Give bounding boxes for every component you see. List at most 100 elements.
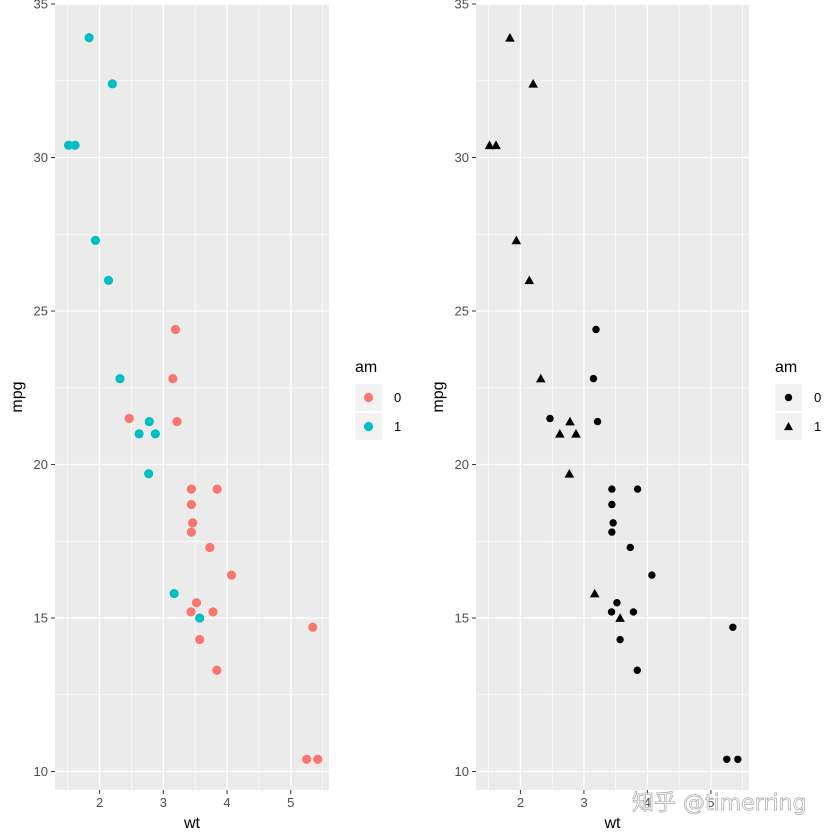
chart2-data-point-am-0 <box>729 623 737 631</box>
chart2-data-point-am-1 <box>528 79 538 88</box>
chart2-x-tick-label: 3 <box>580 795 587 810</box>
chart1-x-tick-label: 2 <box>96 795 103 810</box>
chart2-data-point-am-0 <box>626 543 634 552</box>
chart2-data-point-am-0 <box>629 608 638 616</box>
chart2-data-point-am-1 <box>565 416 575 426</box>
chart1-data-point-am-0 <box>186 607 196 617</box>
chart1-data-point-am-0 <box>124 413 134 424</box>
chart1-data-point-am-0 <box>313 754 323 764</box>
chart2-x-axis-title: wt <box>604 815 622 832</box>
chart1-data-point-am-1 <box>195 613 205 623</box>
chart1-data-point-am-0 <box>170 324 181 335</box>
chart1-data-point-am-0 <box>212 484 222 494</box>
chart2-data-point-am-1 <box>555 429 565 438</box>
chart2-data-point-am-1 <box>491 140 501 150</box>
chart1-data-point-am-1 <box>115 373 125 384</box>
chart2-data-point-am-0 <box>608 485 616 493</box>
chart1-legend-key-am-1 <box>363 421 374 432</box>
chart2-data-point-am-0 <box>608 500 616 509</box>
chart1-data-point-am-0 <box>208 607 218 617</box>
chart2-data-point-am-0 <box>546 414 554 423</box>
watermark-text: 知乎 @timerring <box>632 791 806 816</box>
chart2-data-point-am-0 <box>589 374 598 383</box>
chart2-data-point-am-0 <box>633 666 641 674</box>
chart2-legend-label-am-1: 1 <box>814 419 821 434</box>
chart1-x-tick-label: 4 <box>223 795 230 810</box>
chart1-legend-title: am <box>355 359 377 376</box>
chart1-panel-background <box>55 4 329 790</box>
chart1-data-point-am-1 <box>90 235 101 246</box>
chart1-data-point-am-1 <box>150 429 160 439</box>
chart1-x-tick-label: 3 <box>160 795 167 810</box>
chart2-x-tick-label: 2 <box>517 795 524 810</box>
chart1-data-point-am-0 <box>205 542 215 553</box>
chart2-legend-label-am-0: 0 <box>814 390 821 405</box>
chart2-data-point-am-0 <box>723 755 731 763</box>
chart1-data-point-am-1 <box>169 588 179 599</box>
chart2-data-point-am-0 <box>592 325 600 334</box>
chart2-data-point-am-0 <box>616 635 624 644</box>
chart1-legend-key-am-0 <box>363 392 374 403</box>
chart1-data-point-am-0 <box>212 665 222 675</box>
chart2-data-point-am-1 <box>571 429 581 438</box>
chart2-data-point-am-1 <box>505 32 515 42</box>
chart1-data-point-am-0 <box>186 527 196 537</box>
chart1-data-point-am-0 <box>195 634 205 645</box>
chart1-data-point-am-0 <box>302 754 312 764</box>
chart1-data-point-am-0 <box>172 416 182 427</box>
chart1-y-tick-label: 20 <box>34 457 48 472</box>
chart2-y-tick-label: 35 <box>455 0 469 12</box>
chart1-data-point-am-0 <box>188 518 198 528</box>
chart1-data-point-am-1 <box>107 79 117 89</box>
chart2-data-point-am-0 <box>609 519 617 527</box>
chart1-y-tick-label: 35 <box>34 0 48 12</box>
chart1-data-point-am-1 <box>144 416 154 427</box>
chart1-data-point-am-0 <box>168 373 178 384</box>
chart2-data-point-am-1 <box>564 468 575 478</box>
chart1-data-point-am-1 <box>134 429 144 439</box>
chart2-y-tick-label: 20 <box>455 457 469 472</box>
chart2-x-tick-label: 4 <box>644 795 651 810</box>
chart1-data-point-am-0 <box>308 622 318 632</box>
chart1-data-point-am-1 <box>70 140 80 150</box>
chart2-data-point-am-0 <box>608 528 616 536</box>
chart1-y-tick-label: 25 <box>34 304 48 319</box>
chart1-data-point-am-1 <box>144 469 154 479</box>
chart1-data-point-am-0 <box>191 598 202 608</box>
chart2-data-point-am-0 <box>613 599 621 607</box>
chart2-y-tick-label: 15 <box>455 611 469 626</box>
chart2-panel-background <box>476 4 749 790</box>
chart1-y-axis-title: mpg <box>9 381 26 412</box>
chart2-x-tick-label: 5 <box>707 795 714 810</box>
chart2-data-point-am-1 <box>615 613 625 622</box>
chart1-data-point-am-0 <box>186 499 196 510</box>
chart2-data-point-am-0 <box>648 571 656 579</box>
chart2-data-point-am-0 <box>633 485 642 493</box>
chart2-data-point-am-1 <box>535 373 546 383</box>
chart2-y-tick-label: 10 <box>455 764 469 779</box>
chart1-y-tick-label: 30 <box>34 150 48 165</box>
chart2-data-point-am-0 <box>593 417 602 426</box>
chart2-legend-key-am-0 <box>784 393 793 402</box>
chart1-data-point-am-1 <box>63 140 74 150</box>
chart1-y-tick-label: 15 <box>34 611 48 626</box>
chart1-data-point-am-0 <box>226 570 237 580</box>
chart2-data-point-am-0 <box>607 608 616 616</box>
chart2-data-point-am-1 <box>511 235 522 245</box>
chart2-y-tick-label: 30 <box>455 150 469 165</box>
chart2-y-tick-label: 25 <box>455 304 469 319</box>
chart2-legend-key-am-1 <box>784 422 793 431</box>
chart2-data-point-am-1 <box>589 588 600 598</box>
chart2-data-point-am-0 <box>734 755 742 763</box>
chart1-x-tick-label: 5 <box>287 795 294 810</box>
chart1-legend-label-am-0: 0 <box>394 390 401 405</box>
chart2-legend-title: am <box>775 359 797 376</box>
chart1-y-tick-label: 10 <box>34 764 48 779</box>
chart1-legend-label-am-1: 1 <box>394 419 401 434</box>
chart1-data-point-am-1 <box>103 275 114 285</box>
chart1-x-axis-title: wt <box>183 815 201 832</box>
chart2-data-point-am-1 <box>484 140 495 150</box>
chart2-y-axis-title: mpg <box>430 381 447 412</box>
chart2-data-point-am-1 <box>524 275 535 285</box>
